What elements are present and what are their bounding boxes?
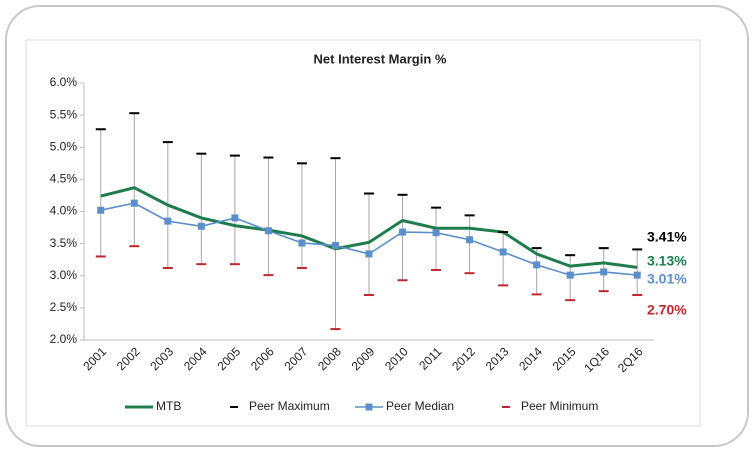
marker	[231, 214, 239, 222]
marker	[499, 248, 507, 256]
legend-swatch-marker	[365, 403, 373, 411]
marker	[633, 271, 641, 279]
series-line	[100, 186, 638, 269]
marker	[365, 250, 373, 258]
legend-label: Peer Minimum	[521, 399, 598, 413]
marker	[264, 227, 272, 235]
y-tick-label: 5.0%	[50, 139, 78, 153]
legend-label: Peer Median	[386, 399, 454, 413]
marker	[399, 228, 407, 236]
marker	[97, 206, 105, 214]
chart-panel	[25, 39, 701, 427]
y-tick-label: 6.0%	[50, 75, 78, 89]
y-tick-label: 5.5%	[50, 107, 78, 121]
marker	[298, 239, 306, 247]
y-tick-label: 4.5%	[50, 172, 78, 186]
legend-label: MTB	[156, 399, 181, 413]
end-label: 3.41%	[647, 229, 687, 245]
marker	[466, 236, 474, 244]
marker	[432, 229, 440, 237]
y-tick-label: 2.5%	[50, 300, 78, 314]
end-label: 3.01%	[647, 271, 687, 287]
y-tick-label: 2.0%	[50, 332, 78, 346]
legend-label: Peer Maximum	[249, 399, 330, 413]
marker	[164, 217, 172, 225]
marker	[566, 271, 574, 279]
marker	[197, 222, 205, 230]
y-tick-label: 3.5%	[50, 236, 78, 250]
y-tick-label: 4.0%	[50, 204, 78, 218]
marker	[130, 199, 138, 207]
end-label: 2.70%	[647, 302, 687, 318]
marker	[600, 268, 608, 276]
end-label: 3.13%	[647, 253, 687, 269]
y-tick-label: 3.0%	[50, 268, 78, 282]
chart-title: Net Interest Margin %	[314, 51, 447, 66]
marker	[331, 242, 339, 250]
marker	[533, 261, 541, 269]
